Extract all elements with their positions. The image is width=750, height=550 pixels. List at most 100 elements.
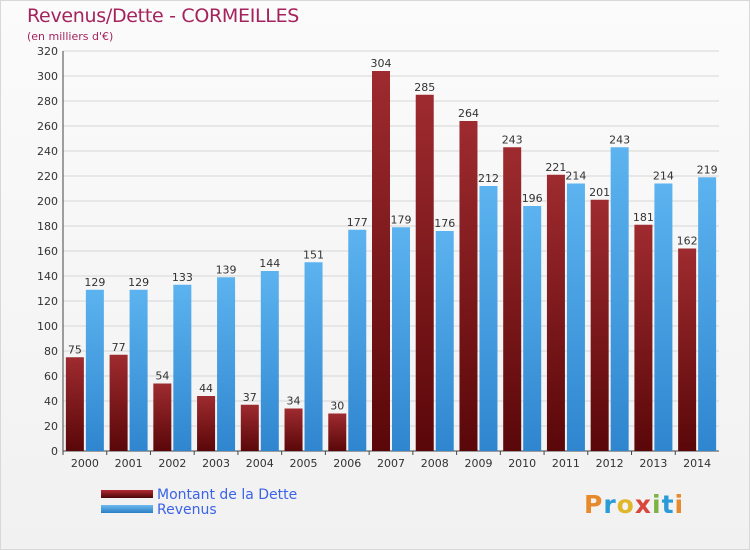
bar-revenue-2003: [217, 277, 236, 451]
data-label-debt-2000: 75: [68, 343, 82, 356]
data-label-debt-2013: 181: [633, 211, 654, 224]
y-tick-label: 320: [37, 45, 58, 58]
x-tick-label: 2001: [115, 457, 143, 470]
logo-letter: r: [603, 490, 617, 519]
data-label-debt-2001: 77: [112, 341, 126, 354]
data-label-revenue-2000: 129: [84, 276, 105, 289]
y-tick-label: 20: [44, 420, 58, 433]
data-label-revenue-2006: 177: [347, 216, 368, 229]
logo-letter: t: [661, 490, 675, 519]
data-label-revenue-2008: 176: [434, 217, 455, 230]
bar-debt-2005: [284, 408, 303, 451]
bar-debt-2006: [328, 413, 347, 451]
data-label-revenue-2013: 214: [653, 170, 674, 183]
data-label-debt-2006: 30: [330, 400, 344, 413]
y-tick-label: 80: [44, 345, 58, 358]
bar-debt-2007: [372, 71, 390, 451]
bar-revenue-2012: [610, 147, 629, 451]
logo-letter: i: [652, 490, 662, 519]
logo-letter: i: [674, 490, 685, 519]
bar-revenue-2004: [260, 271, 279, 451]
y-tick-label: 120: [37, 295, 58, 308]
bar-revenue-2005: [304, 262, 323, 451]
data-label-debt-2011: 221: [545, 161, 566, 174]
x-tick-label: 2006: [333, 457, 361, 470]
bar-debt-2011: [546, 174, 565, 451]
data-label-revenue-2005: 151: [303, 248, 324, 261]
y-tick-label: 160: [37, 245, 58, 258]
y-tick-label: 260: [37, 120, 58, 133]
data-label-debt-2009: 264: [458, 107, 479, 120]
bar-debt-2014: [678, 248, 697, 451]
data-label-revenue-2014: 219: [697, 163, 718, 176]
chart-subtitle: (en milliers d'€): [27, 30, 114, 43]
data-label-revenue-2002: 133: [172, 271, 193, 284]
data-label-revenue-2001: 129: [128, 276, 149, 289]
data-label-revenue-2003: 139: [216, 263, 237, 276]
bar-debt-2002: [153, 383, 172, 451]
y-tick-label: 180: [37, 220, 58, 233]
bar-revenue-2001: [129, 289, 148, 451]
y-tick-label: 200: [37, 195, 58, 208]
bar-debt-2010: [503, 147, 522, 451]
bar-revenue-2014: [698, 177, 717, 451]
x-tick-label: 2003: [202, 457, 230, 470]
legend-label-debt: Montant de la Dette: [157, 487, 298, 503]
proxiti-logo: Proxiti: [584, 490, 684, 519]
data-label-debt-2008: 285: [414, 81, 435, 94]
x-tick-label: 2013: [639, 457, 667, 470]
y-tick-label: 100: [37, 320, 58, 333]
y-tick-label: 0: [51, 445, 58, 458]
data-label-revenue-2012: 243: [609, 133, 630, 146]
bar-debt-2003: [197, 396, 216, 451]
x-tick-label: 2002: [158, 457, 186, 470]
x-tick-label: 2010: [508, 457, 536, 470]
bar-revenue-2007: [392, 227, 410, 451]
logo-letter: o: [616, 490, 635, 519]
bar-debt-2008: [415, 94, 434, 451]
x-tick-label: 2004: [246, 457, 274, 470]
y-tick-label: 40: [44, 395, 58, 408]
bar-revenue-2008: [435, 231, 454, 451]
legend-swatch-revenue: [101, 505, 153, 513]
data-label-revenue-2010: 196: [522, 192, 543, 205]
y-tick-label: 140: [37, 270, 58, 283]
y-tick-label: 60: [44, 370, 58, 383]
x-tick-label: 2005: [290, 457, 318, 470]
legend-label-revenue: Revenus: [157, 502, 217, 518]
data-label-revenue-2011: 214: [565, 170, 586, 183]
logo-letter: P: [584, 490, 604, 519]
bar-revenue-2009: [479, 186, 498, 451]
bar-debt-2004: [240, 404, 259, 451]
x-tick-label: 2000: [71, 457, 99, 470]
data-label-debt-2007: 304: [371, 57, 392, 70]
data-label-debt-2010: 243: [502, 133, 523, 146]
bar-revenue-2000: [85, 289, 104, 451]
x-tick-label: 2007: [377, 457, 405, 470]
data-label-revenue-2009: 212: [478, 172, 499, 185]
x-tick-label: 2011: [552, 457, 580, 470]
x-tick-label: 2014: [683, 457, 711, 470]
data-label-debt-2005: 34: [287, 395, 301, 408]
bar-revenue-2002: [173, 284, 192, 451]
bar-debt-2013: [634, 224, 653, 451]
logo-letter: x: [634, 490, 652, 519]
bar-revenue-2006: [348, 229, 367, 451]
data-label-revenue-2007: 179: [391, 213, 412, 226]
data-label-debt-2014: 162: [677, 235, 698, 248]
y-tick-label: 240: [37, 145, 58, 158]
legend-swatch-debt: [101, 490, 153, 498]
data-label-revenue-2004: 144: [259, 257, 280, 270]
x-tick-label: 2009: [464, 457, 492, 470]
data-label-debt-2002: 54: [155, 370, 169, 383]
data-label-debt-2012: 201: [589, 186, 610, 199]
bar-debt-2000: [65, 357, 84, 451]
y-tick-label: 280: [37, 95, 58, 108]
bar-debt-2001: [109, 354, 128, 451]
chart-title: Revenus/Dette - CORMEILLES: [27, 5, 300, 27]
bar-revenue-2013: [654, 183, 673, 451]
x-tick-label: 2012: [596, 457, 624, 470]
y-tick-label: 220: [37, 170, 58, 183]
